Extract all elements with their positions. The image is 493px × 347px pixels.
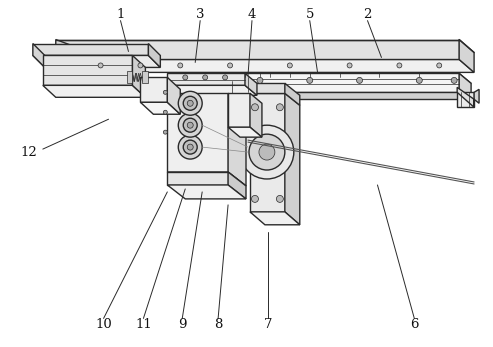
Circle shape [187, 144, 193, 150]
Text: 6: 6 [410, 318, 419, 331]
Polygon shape [228, 93, 246, 186]
Polygon shape [167, 77, 180, 114]
Polygon shape [228, 93, 250, 127]
Polygon shape [474, 89, 479, 107]
Polygon shape [230, 92, 459, 99]
Polygon shape [141, 77, 167, 102]
Circle shape [356, 77, 362, 83]
Text: 8: 8 [214, 318, 222, 331]
Polygon shape [245, 74, 257, 95]
Circle shape [183, 118, 197, 132]
Polygon shape [285, 93, 300, 225]
Text: 5: 5 [306, 8, 314, 21]
Polygon shape [167, 185, 246, 199]
Text: 12: 12 [21, 146, 37, 159]
Polygon shape [250, 83, 285, 93]
Circle shape [347, 63, 352, 68]
Circle shape [240, 125, 294, 179]
Polygon shape [250, 93, 285, 212]
Polygon shape [228, 127, 262, 137]
Circle shape [178, 63, 183, 68]
Circle shape [251, 104, 258, 111]
Circle shape [187, 122, 193, 128]
Circle shape [183, 140, 197, 154]
Text: 7: 7 [264, 318, 272, 331]
Polygon shape [459, 40, 474, 73]
Polygon shape [228, 172, 246, 199]
Circle shape [307, 77, 313, 83]
Circle shape [163, 110, 167, 114]
Polygon shape [142, 71, 148, 83]
Polygon shape [457, 92, 474, 107]
Polygon shape [250, 212, 300, 225]
Polygon shape [167, 172, 246, 186]
Circle shape [287, 63, 292, 68]
Circle shape [416, 77, 423, 83]
Text: 2: 2 [363, 8, 372, 21]
Polygon shape [250, 93, 262, 137]
Text: 10: 10 [95, 318, 112, 331]
Circle shape [183, 75, 188, 80]
Circle shape [187, 100, 193, 106]
Circle shape [223, 75, 228, 80]
Circle shape [451, 77, 457, 83]
Circle shape [277, 104, 283, 111]
Polygon shape [33, 43, 148, 56]
Circle shape [437, 63, 442, 68]
Circle shape [251, 195, 258, 202]
Polygon shape [133, 56, 145, 97]
Circle shape [397, 63, 402, 68]
Polygon shape [167, 85, 257, 95]
Polygon shape [128, 71, 133, 83]
Polygon shape [56, 40, 459, 59]
Polygon shape [148, 43, 160, 67]
Polygon shape [285, 83, 300, 105]
Circle shape [277, 195, 283, 202]
Text: 9: 9 [178, 318, 186, 331]
Polygon shape [33, 43, 45, 67]
Polygon shape [167, 172, 228, 185]
Circle shape [228, 63, 233, 68]
Circle shape [98, 63, 103, 68]
Polygon shape [167, 74, 245, 85]
Text: 3: 3 [196, 8, 205, 21]
Circle shape [259, 144, 275, 160]
Polygon shape [56, 59, 474, 73]
Circle shape [249, 134, 285, 170]
Text: 1: 1 [116, 8, 125, 21]
Text: 4: 4 [248, 8, 256, 21]
Circle shape [138, 63, 143, 68]
Polygon shape [457, 87, 474, 107]
Circle shape [163, 90, 167, 94]
Circle shape [183, 96, 197, 110]
Polygon shape [43, 56, 133, 85]
Polygon shape [56, 40, 91, 73]
Polygon shape [141, 102, 180, 114]
Polygon shape [33, 56, 160, 67]
Polygon shape [230, 74, 459, 92]
Circle shape [178, 113, 202, 137]
Circle shape [257, 77, 263, 83]
Polygon shape [459, 92, 471, 107]
Polygon shape [43, 85, 145, 97]
Circle shape [163, 130, 167, 134]
Circle shape [178, 135, 202, 159]
Circle shape [178, 91, 202, 115]
Polygon shape [167, 93, 228, 172]
Polygon shape [459, 74, 471, 100]
Text: 11: 11 [135, 318, 152, 331]
Circle shape [203, 75, 208, 80]
Polygon shape [230, 74, 471, 83]
